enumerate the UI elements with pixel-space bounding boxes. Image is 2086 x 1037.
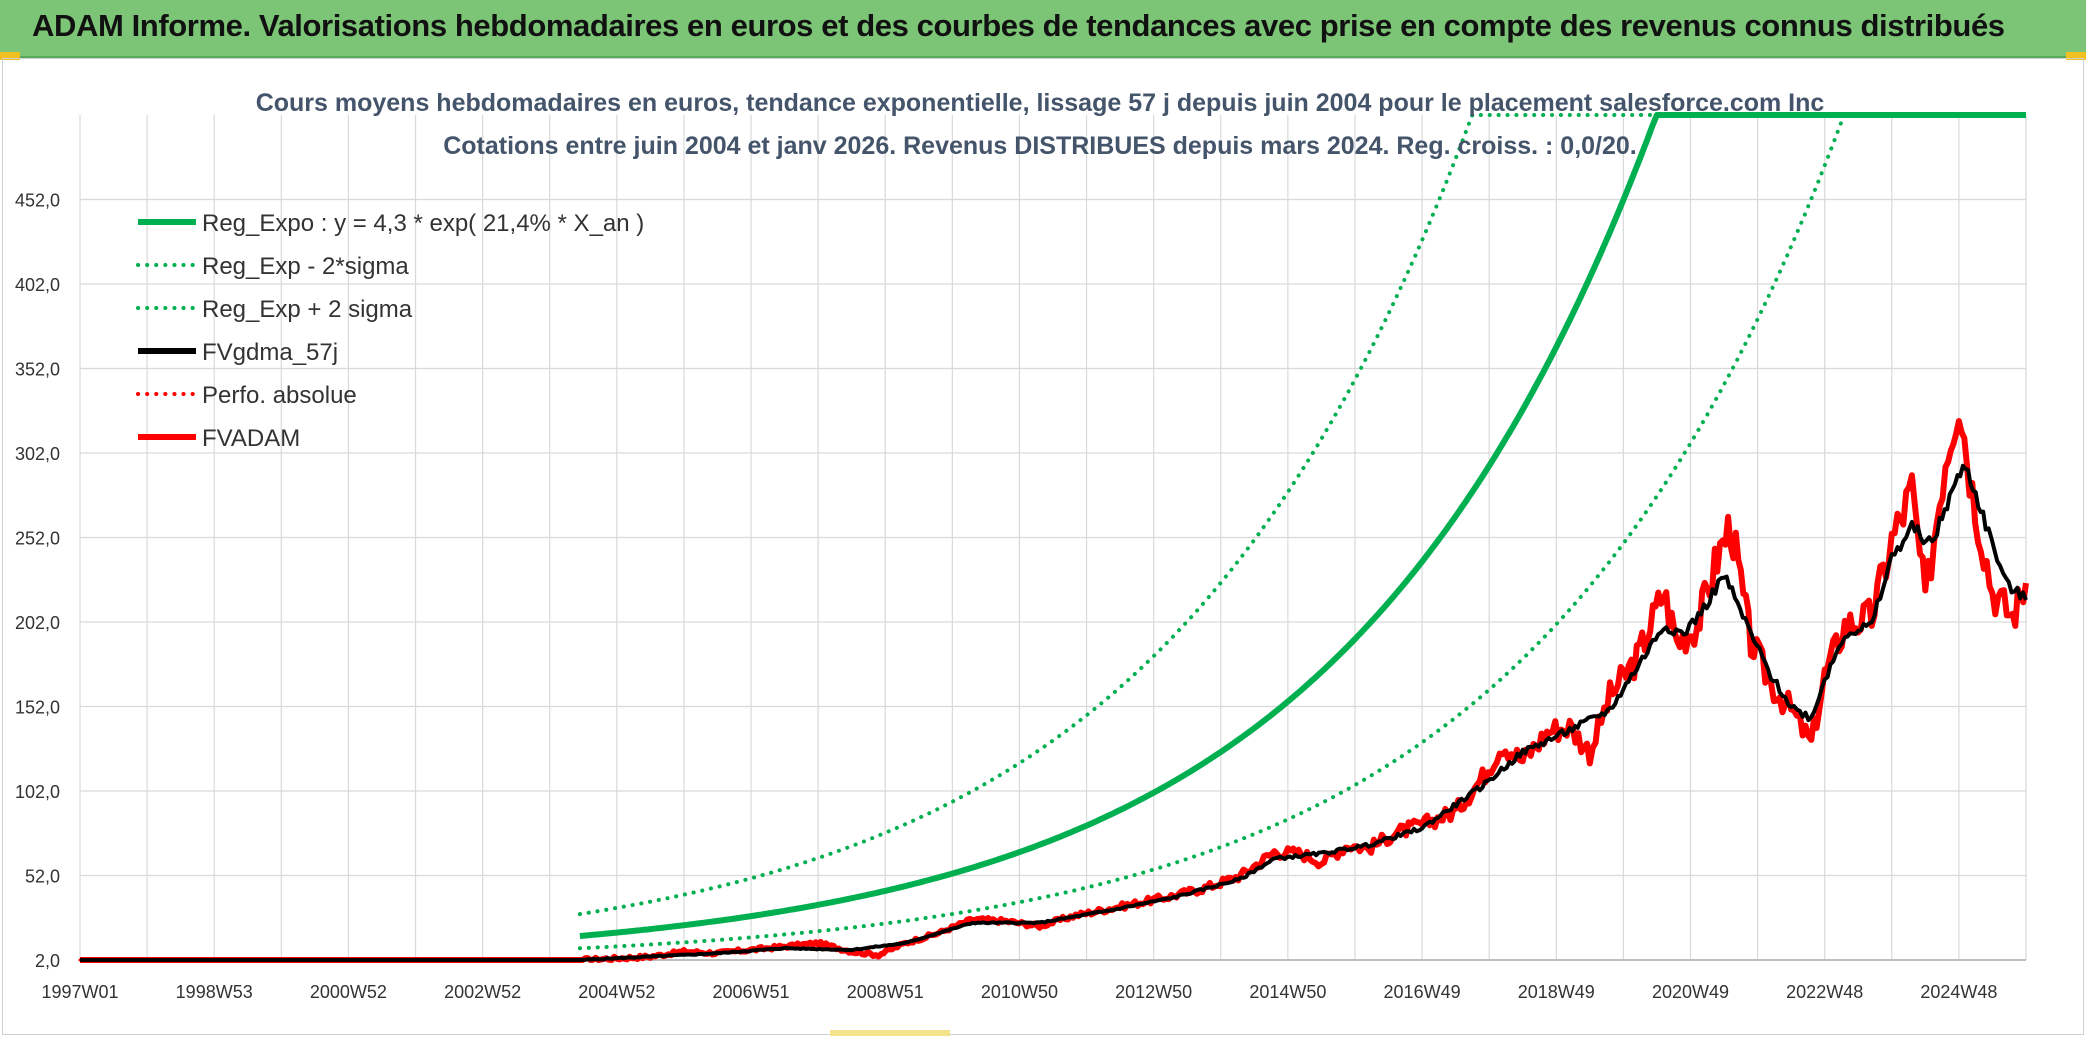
y-tick-label: 102,0: [15, 782, 60, 802]
y-tick-label: 352,0: [15, 360, 60, 380]
x-tick-label: 2006W51: [713, 982, 790, 1002]
legend-label: FVADAM: [202, 425, 300, 452]
x-tick-label: 1997W01: [41, 982, 118, 1002]
series-line-reg_plus: [577, 113, 2028, 917]
legend-label: FVgdma_57j: [202, 339, 338, 366]
chart-subtitle: Cotations entre juin 2004 et janv 2026. …: [443, 132, 1637, 160]
footer-accent: [830, 1030, 950, 1036]
series-line-price: [79, 418, 2029, 963]
chart-frame: [2, 58, 2084, 1035]
y-tick-label: 452,0: [15, 191, 60, 211]
chart-series: [78, 112, 2029, 963]
chart-legend: Reg_Expo : y = 4,3 * exp( 21,4% * X_an )…: [136, 210, 644, 452]
y-axis-ticks: 2,0 52,0 102,0 152,0 202,0 252,0 302,0 352,0 402…: [15, 191, 60, 972]
y-tick-label: 402,0: [15, 275, 60, 295]
x-tick-label: 2014W50: [1249, 982, 1326, 1002]
x-tick-label: 2022W48: [1786, 982, 1863, 1002]
y-tick-label: 52,0: [25, 867, 60, 887]
x-tick-label: 2018W49: [1518, 982, 1595, 1002]
x-tick-label: 2024W48: [1920, 982, 1997, 1002]
report-title: ADAM Informe. Valorisations hebdomadaire…: [32, 8, 2005, 43]
x-tick-label: 2004W52: [578, 982, 655, 1002]
x-tick-label: 2000W52: [310, 982, 387, 1002]
legend-label: Reg_Exp - 2*sigma: [202, 253, 409, 280]
x-tick-label: 2016W49: [1384, 982, 1461, 1002]
legend-label: Reg_Expo : y = 4,3 * exp( 21,4% * X_an ): [202, 210, 644, 237]
y-tick-label: 2,0: [35, 951, 60, 971]
chart-title: Cours moyens hebdomadaires en euros, ten…: [256, 89, 1825, 117]
series-line-reg: [579, 112, 2026, 939]
x-tick-label: 2008W51: [847, 982, 924, 1002]
report-header: ADAM Informe. Valorisations hebdomadaire…: [0, 0, 2086, 58]
legend-label: Perfo. absolue: [202, 382, 357, 409]
y-tick-label: 152,0: [15, 698, 60, 718]
x-tick-label: 1998W53: [176, 982, 253, 1002]
y-tick-label: 302,0: [15, 444, 60, 464]
series-line-smooth: [80, 463, 2028, 962]
y-tick-label: 252,0: [15, 529, 60, 549]
x-tick-label: 2012W50: [1115, 982, 1192, 1002]
x-axis-ticks: 1997W01 1998W53 2000W52 2002W52 2004W52 2006W…: [41, 982, 1997, 1002]
header-accent-right: [2066, 52, 2086, 60]
x-tick-label: 2010W50: [981, 982, 1058, 1002]
x-tick-label: 2020W49: [1652, 982, 1729, 1002]
x-tick-label: 2002W52: [444, 982, 521, 1002]
legend-label: Reg_Exp + 2 sigma: [202, 296, 413, 323]
header-accent-left: [0, 52, 20, 60]
y-tick-label: 202,0: [15, 613, 60, 633]
series-line-reg_minus: [577, 113, 2028, 951]
